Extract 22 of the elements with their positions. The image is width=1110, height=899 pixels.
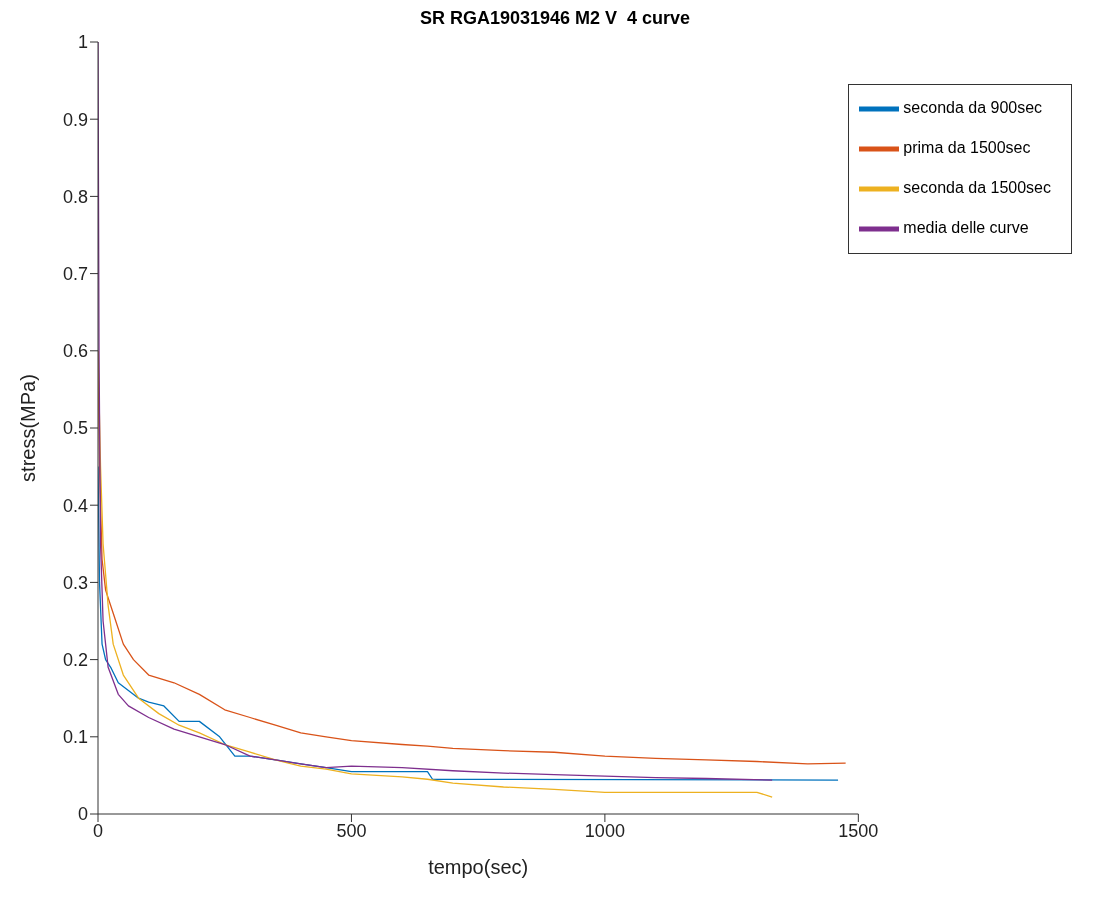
y-tick-label: 0.3 (62, 572, 88, 593)
y-tick-label: 0.1 (62, 727, 88, 748)
y-tick-label: 1 (77, 32, 88, 53)
x-tick-label: 0 (92, 820, 104, 841)
x-tick-label: 1000 (584, 820, 625, 841)
y-tick-label: 0.2 (62, 649, 88, 670)
chart-title: SR RGA19031946 M2 V 4 curve (418, 8, 692, 30)
x-tick-label: 1500 (838, 820, 879, 841)
x-tick-label: 500 (336, 820, 367, 841)
legend-label: media delle curve (903, 219, 1029, 237)
y-tick-label: 0.9 (62, 109, 88, 130)
y-tick-label: 0.6 (62, 341, 88, 362)
y-tick-label: 0.5 (62, 418, 88, 439)
legend-label: seconda da 1500sec (903, 179, 1051, 197)
legend-label: prima da 1500sec (903, 139, 1031, 157)
x-axis-title: tempo(sec) (428, 856, 529, 878)
legend-label: seconda da 900sec (903, 99, 1043, 117)
y-tick-label: 0.8 (62, 186, 88, 207)
y-axis-title: stress(MPa) (17, 374, 40, 482)
y-tick-label: 0 (77, 804, 88, 825)
y-tick-label: 0.7 (62, 263, 88, 284)
y-tick-label: 0.4 (62, 495, 88, 516)
